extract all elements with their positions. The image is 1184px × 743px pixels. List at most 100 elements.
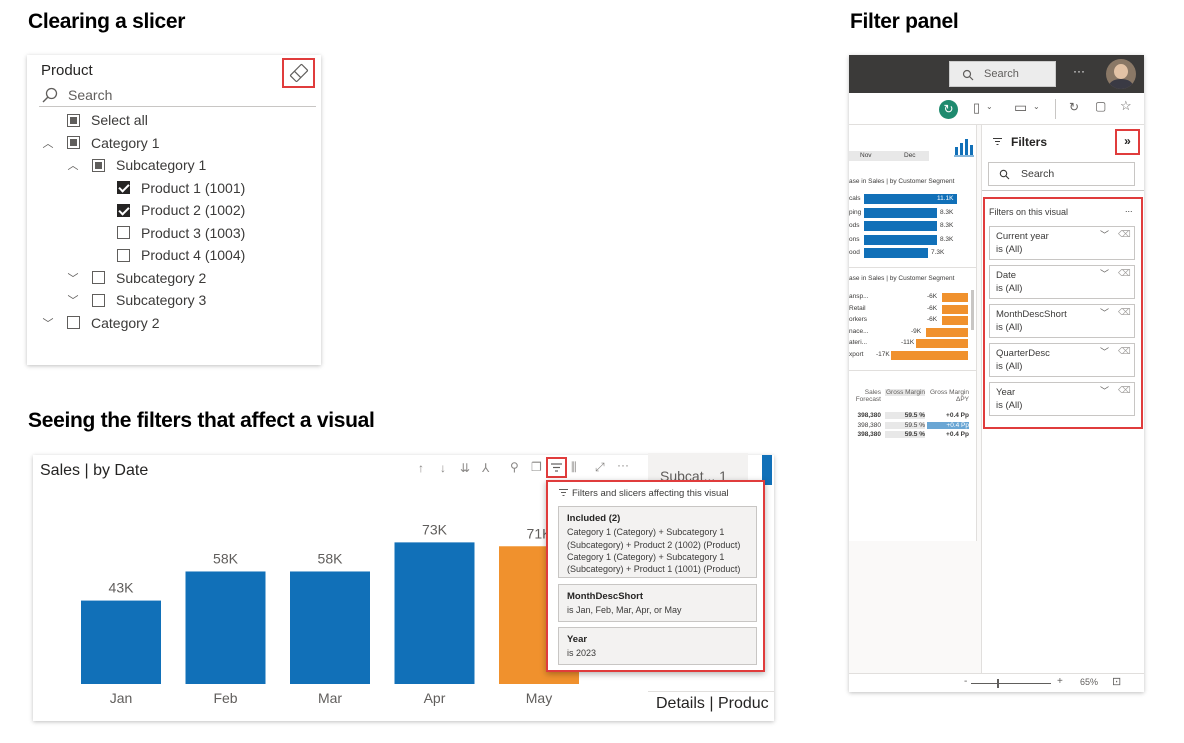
slicer-item[interactable]: Product 1 (1001) bbox=[91, 177, 245, 199]
mini-bar[interactable] bbox=[942, 293, 968, 302]
slicer-checkbox[interactable] bbox=[117, 248, 130, 262]
filter-visual-button[interactable] bbox=[546, 457, 567, 478]
slicer-item[interactable]: ︿ Subcategory 1 bbox=[66, 154, 207, 176]
chevron-down-icon[interactable]: ﹀ bbox=[1100, 386, 1110, 396]
mini-bar[interactable] bbox=[926, 327, 968, 337]
slicer-item[interactable]: Product 2 (1002) bbox=[91, 199, 245, 221]
slicer-item[interactable]: Product 4 (1004) bbox=[91, 244, 245, 266]
section-more-icon[interactable]: ... bbox=[1125, 204, 1133, 214]
mini-bar[interactable] bbox=[864, 221, 937, 231]
chart-title: Sales | by Date bbox=[40, 462, 149, 479]
chevron-down-icon[interactable]: ⌄ bbox=[1033, 102, 1040, 111]
chevron-down-icon[interactable]: ⌄ bbox=[986, 102, 993, 111]
report-visual-title: ase in Sales | by Customer Segment bbox=[849, 178, 955, 185]
mini-bar[interactable] bbox=[864, 194, 957, 204]
pin-icon[interactable]: ⚲ bbox=[510, 460, 519, 474]
reset-icon[interactable]: ↻ bbox=[939, 100, 958, 119]
eraser-icon[interactable]: ⌫ bbox=[1118, 268, 1131, 278]
fit-to-page-icon[interactable]: ⊡ bbox=[1112, 676, 1122, 688]
mini-bar[interactable] bbox=[864, 234, 937, 245]
mini-bar[interactable] bbox=[916, 339, 968, 348]
eraser-icon[interactable]: ⌫ bbox=[1118, 229, 1131, 239]
bookmark-icon[interactable]: ▯ bbox=[973, 100, 981, 115]
focus-mode-icon[interactable]: ⤢ bbox=[595, 460, 605, 474]
comment-icon[interactable]: ▢ bbox=[1095, 99, 1107, 113]
zoom-slider-thumb[interactable] bbox=[997, 679, 999, 688]
slicer-search-box[interactable]: Search bbox=[39, 83, 316, 107]
favorite-icon[interactable]: ☆ bbox=[1120, 98, 1132, 113]
popup-card-line: is 2023 bbox=[567, 648, 597, 659]
chevron-up-icon[interactable]: ︿ bbox=[42, 137, 54, 150]
slicer-item[interactable]: ︿ Category 1 bbox=[41, 132, 160, 154]
avatar[interactable] bbox=[1106, 59, 1136, 89]
filters-search-box[interactable]: Search bbox=[988, 162, 1135, 186]
filter-card[interactable]: MonthDescShort is (All) ﹀ ⌫ bbox=[989, 304, 1135, 338]
filter-card[interactable]: Year is (All) ﹀ ⌫ bbox=[989, 382, 1135, 416]
bar-value-label: -6K bbox=[927, 293, 938, 300]
chevron-down-icon[interactable]: ﹀ bbox=[67, 272, 79, 285]
mini-bar[interactable] bbox=[942, 316, 968, 325]
chevron-down-icon[interactable]: ﹀ bbox=[67, 295, 79, 307]
x-axis-tick-label: Feb bbox=[213, 690, 237, 706]
slicer-checkbox[interactable] bbox=[67, 316, 80, 329]
zoom-out-icon[interactable]: - bbox=[964, 676, 968, 687]
slicer-item[interactable]: Select all bbox=[41, 109, 148, 131]
chevron-down-icon[interactable]: ﹀ bbox=[1100, 230, 1110, 240]
bar-apr[interactable] bbox=[394, 542, 475, 684]
chevron-down-icon[interactable]: ﹀ bbox=[1100, 347, 1110, 357]
bar-jan[interactable] bbox=[81, 600, 161, 684]
drill-up-icon[interactable]: ↑ bbox=[418, 461, 424, 475]
chevron-down-icon[interactable]: ﹀ bbox=[42, 317, 54, 330]
slicer-item[interactable]: ﹀ Category 2 bbox=[41, 312, 160, 334]
view-icon[interactable]: ▭ bbox=[1014, 99, 1028, 115]
slicer-checkbox[interactable] bbox=[67, 136, 80, 149]
bar-mar[interactable] bbox=[290, 571, 370, 684]
eraser-icon[interactable]: ⌫ bbox=[1118, 346, 1131, 356]
refresh-icon[interactable]: ↻ bbox=[1069, 100, 1080, 114]
mini-bar[interactable] bbox=[891, 350, 968, 360]
slicer-checkbox[interactable] bbox=[92, 158, 105, 172]
bar-value-label: 7.3K bbox=[931, 249, 945, 256]
slicer-checkbox[interactable] bbox=[117, 203, 130, 217]
chevron-down-icon[interactable]: ﹀ bbox=[1100, 269, 1110, 279]
collapse-filters-button[interactable]: » bbox=[1115, 129, 1140, 155]
edit-visual-icon[interactable]: ⫼ bbox=[571, 460, 577, 474]
more-icon[interactable]: ··· bbox=[1073, 64, 1085, 78]
mini-bar[interactable] bbox=[864, 207, 937, 218]
slicer-checkbox[interactable] bbox=[92, 271, 105, 284]
slicer-checkbox[interactable] bbox=[117, 181, 130, 194]
filters-on-this-visual-section: Filters on this visual ... bbox=[983, 197, 1143, 429]
expand-hierarchy-icon[interactable]: ⅄ bbox=[482, 461, 490, 475]
slicer-checkbox[interactable] bbox=[92, 293, 105, 307]
zoom-in-icon[interactable]: + bbox=[1057, 676, 1063, 687]
mini-bar[interactable] bbox=[942, 304, 968, 314]
filter-card[interactable]: Date is (All) ﹀ ⌫ bbox=[989, 265, 1135, 299]
drill-down-icon[interactable]: ↓ bbox=[440, 461, 446, 475]
eraser-icon[interactable]: ⌫ bbox=[1118, 307, 1131, 317]
heading-seeing-filters: Seeing the filters that affect a visual bbox=[28, 409, 375, 432]
clear-selections-button[interactable] bbox=[282, 58, 315, 88]
expand-all-down-icon[interactable]: ⇊ bbox=[460, 461, 471, 475]
slicer-checkbox[interactable] bbox=[117, 226, 130, 239]
filter-card[interactable]: QuarterDesc is (All) ﹀ ⌫ bbox=[989, 343, 1135, 377]
bar-feb[interactable] bbox=[185, 571, 266, 684]
global-search-box[interactable]: Search bbox=[949, 61, 1056, 87]
slicer-checkbox[interactable] bbox=[67, 113, 80, 127]
report-canvas: Nov Dec ase in Sales | by Customer Segme… bbox=[849, 125, 977, 541]
slicer-item[interactable]: ﹀ Subcategory 3 bbox=[66, 289, 207, 311]
copy-icon[interactable]: ❐ bbox=[531, 460, 542, 474]
chevron-down-icon[interactable]: ﹀ bbox=[1100, 308, 1110, 318]
bar-value-label: -6K bbox=[927, 304, 938, 312]
filter-card[interactable]: Current year is (All) ﹀ ⌫ bbox=[989, 226, 1135, 260]
table-cell: +0.4 Pp bbox=[946, 412, 969, 419]
filter-panel-window: Search ··· ↻ ▯ ⌄ ▭ ⌄ ↻ ▢ ☆ Nov Dec ase i… bbox=[849, 55, 1144, 692]
slicer-item[interactable]: ﹀ Subcategory 2 bbox=[66, 267, 207, 289]
more-options-icon[interactable]: ··· bbox=[617, 458, 629, 472]
eraser-icon[interactable]: ⌫ bbox=[1118, 385, 1131, 395]
data-label: 71K bbox=[527, 525, 553, 541]
chevron-up-icon[interactable]: ︿ bbox=[67, 160, 79, 172]
scrollbar[interactable] bbox=[971, 290, 974, 330]
slicer-item[interactable]: Product 3 (1003) bbox=[91, 222, 245, 244]
zoom-slider[interactable] bbox=[971, 683, 1051, 684]
mini-bar[interactable] bbox=[864, 248, 928, 258]
